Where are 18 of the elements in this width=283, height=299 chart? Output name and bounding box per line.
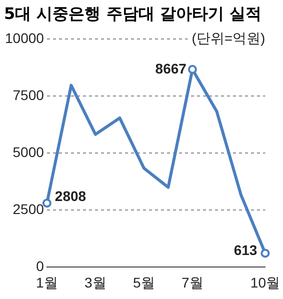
annotation: (단위=억원)	[192, 30, 266, 46]
point	[260, 248, 270, 258]
data-label: 8667	[155, 60, 187, 76]
x-tick-label: 3월	[84, 274, 106, 290]
x-tick-label: 7월	[182, 274, 204, 290]
y-tick-label: 10000	[4, 30, 44, 46]
y-tick-label: 2500	[12, 201, 44, 218]
data-label: 2808	[54, 188, 86, 204]
x-tick-label: 10월	[250, 274, 280, 290]
point	[42, 198, 52, 208]
point	[188, 64, 197, 74]
x-tick-label: 5월	[133, 274, 155, 290]
y-tick-label: 0	[36, 258, 44, 274]
chart-title: 5대 시중은행 주담대 갈아타기 실적	[3, 3, 262, 25]
data-label: 613	[234, 242, 258, 258]
y-tick-label: 5000	[12, 144, 44, 160]
y-tick-label: 7500	[12, 86, 44, 103]
x-tick-label: 1월	[36, 274, 58, 290]
